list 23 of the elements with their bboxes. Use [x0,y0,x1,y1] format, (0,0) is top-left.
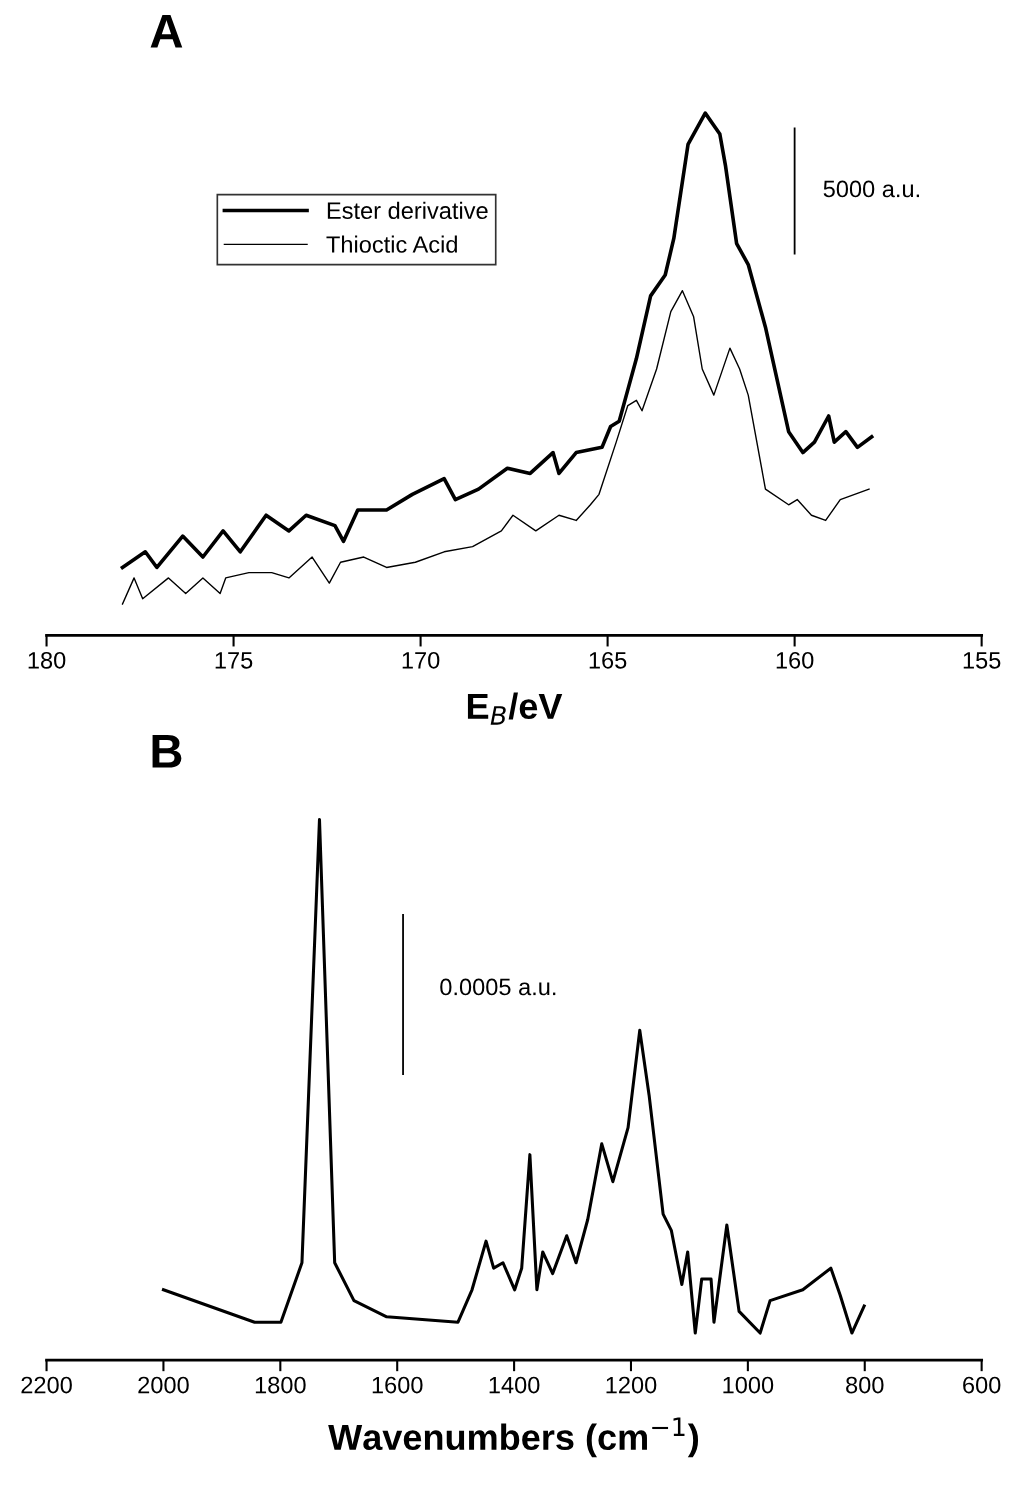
x-tick-label: 1200 [606,1376,657,1394]
ref-line-label: 0.0005 a.u. [440,978,556,996]
x-tick-label: 160 [776,651,814,669]
x-tick-label: 170 [402,651,440,669]
x-axis-title: Wavenumbers (cm$^{−1}$) [328,1417,699,1458]
x-tick-label: 180 [28,651,66,669]
x-tick-label: 175 [215,652,253,669]
x-tick-label: 2200 [21,1376,72,1394]
x-tick-label: 600 [963,1376,1001,1394]
ref-line-label: 5000 a.u. [823,180,919,198]
x-tick-label: 800 [846,1376,884,1394]
x-tick-label: 2000 [138,1376,189,1394]
x-axis-title: E$_{B}$/eV [467,692,563,725]
x-tick-label: 155 [963,652,1001,669]
legend-label: Thioctic Acid [326,235,457,253]
legend-label: Ester derivative [327,201,488,220]
x-tick-label: 1800 [255,1376,306,1394]
chart-title: A [150,15,183,48]
x-tick-label: 165 [589,651,627,669]
x-tick-label: 1600 [372,1376,423,1394]
x-tick-label: 1000 [723,1376,774,1394]
chart-title: B [152,735,182,768]
x-tick-label: 1400 [489,1376,540,1394]
